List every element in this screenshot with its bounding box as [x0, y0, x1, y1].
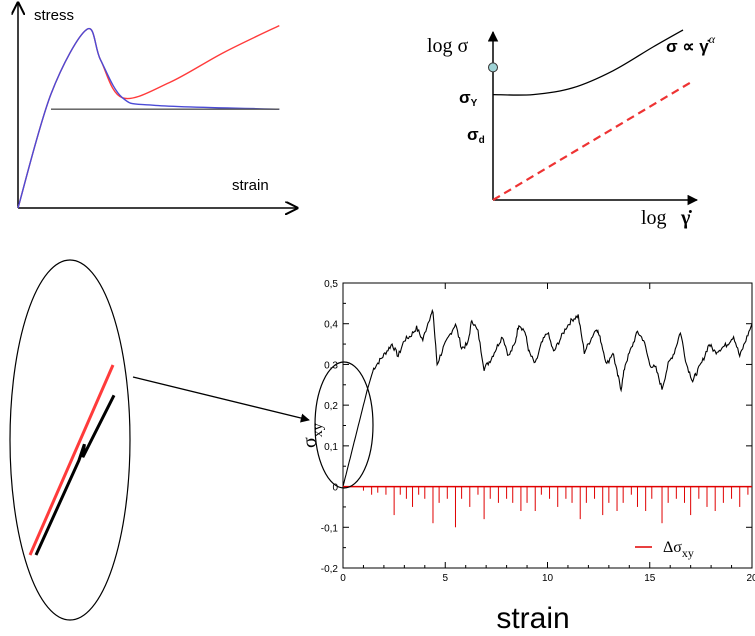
p2-x-label-prefix: log: [641, 207, 667, 229]
zoom-arrow: [132, 376, 310, 423]
p2-series-dashed: [492, 80, 694, 201]
zoom-inset: [9, 259, 310, 621]
p1-y-label: stress: [34, 7, 74, 24]
p2-formula: σ ∝ γ̇α: [666, 32, 716, 56]
p3-xtick-label: 10: [542, 573, 554, 584]
p1-x-label: strain: [232, 177, 269, 194]
p3-ytick-label: 0,5: [324, 279, 338, 290]
p2-x-label-symbol: γ̇: [680, 207, 692, 229]
p3-legend-label: Δσxy: [663, 539, 694, 560]
p3-plot-frame: [342, 282, 753, 569]
p3-ytick-label: 0,3: [324, 360, 338, 371]
p2-sigma-d-label: σd: [467, 125, 485, 146]
p2-sigma-y-label: σY: [459, 88, 478, 109]
p2-y-label: log σ: [427, 35, 469, 57]
p1-series-blue: [17, 27, 280, 209]
p3-series-sigma-xy: [342, 308, 753, 487]
p3-highlight-ellipse: [314, 361, 374, 489]
p3-ytick-label: 0: [332, 483, 338, 494]
p3-ytick-label: 0,4: [324, 320, 338, 331]
p2-yield-marker: [488, 62, 498, 73]
p3-xtick-label: 20: [746, 573, 755, 584]
sigma-xy-plot: -0,2 -0,1 0 0,1 0,2 0,3 0,4 0,5 0 5 10 15 20 σxy str…: [299, 279, 755, 635]
zoom-series-black: [34, 394, 116, 556]
stress-strain-sketch: stress strain: [18, 3, 297, 208]
log-stress-shear-rate-sketch: log σ log γ̇ σ ∝ γ̇α σY σd: [427, 29, 716, 229]
zoom-series-red: [28, 364, 115, 556]
p3-xtick-label: 0: [340, 573, 346, 584]
p3-x-label: strain: [496, 602, 569, 635]
p3-xtick-label: 15: [644, 573, 656, 584]
p3-ytick-label: -0,1: [321, 523, 339, 534]
p3-ytick-label: 0,1: [324, 442, 338, 453]
p2-series-solid: [492, 29, 684, 96]
zoom-ellipse: [9, 259, 131, 621]
p3-y-label: σxy: [299, 423, 326, 448]
p3-ytick-label: 0,2: [324, 401, 338, 412]
p3-xtick-label: 5: [442, 573, 448, 584]
p3-legend: Δσxy: [635, 539, 694, 560]
p3-ytick-label: -0,2: [321, 564, 339, 575]
